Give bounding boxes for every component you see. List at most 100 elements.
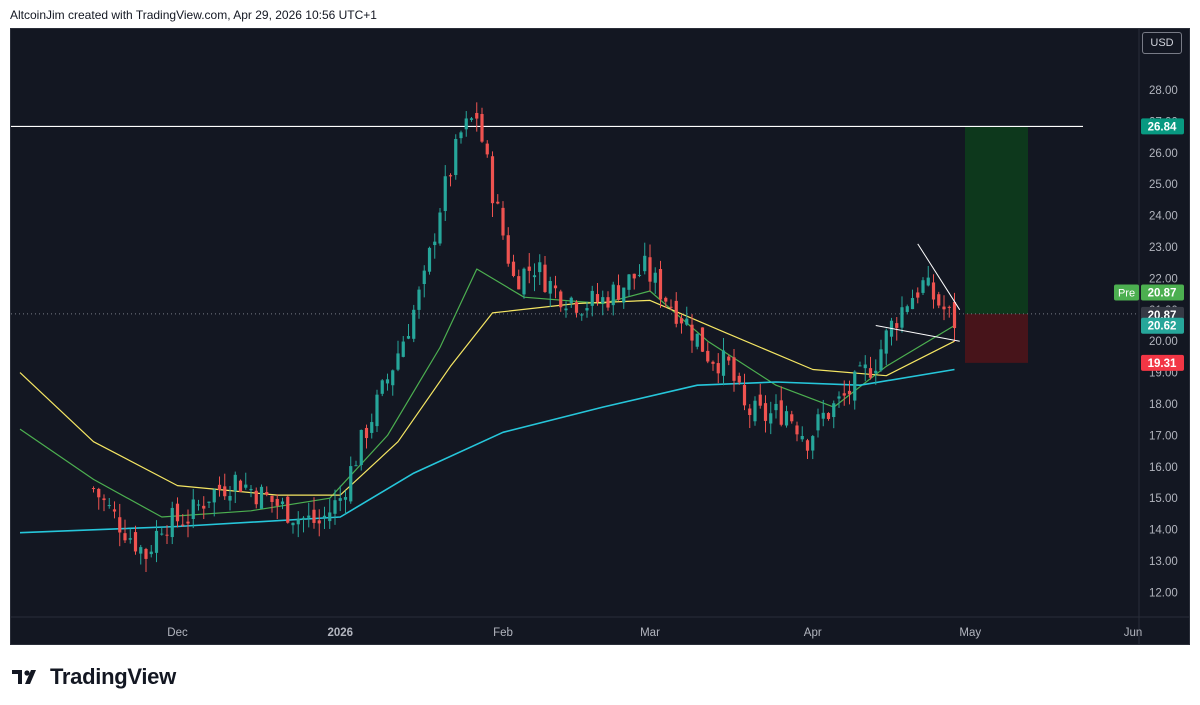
candle-body bbox=[91, 488, 96, 490]
candle-body bbox=[758, 394, 762, 406]
candle-body bbox=[874, 370, 878, 374]
candle-body bbox=[97, 488, 101, 498]
candle-body bbox=[196, 504, 201, 506]
y-tick-label: 24.00 bbox=[1149, 211, 1178, 223]
candle-body bbox=[795, 425, 799, 435]
candle-body bbox=[711, 361, 715, 364]
candle-body bbox=[716, 363, 720, 374]
candle-body bbox=[601, 297, 605, 304]
candle-body bbox=[858, 365, 862, 367]
price-label: 20.87 Pre bbox=[1114, 284, 1184, 301]
candle-body bbox=[847, 390, 852, 395]
candle-body bbox=[553, 285, 558, 289]
candle-body bbox=[538, 262, 542, 273]
currency-button[interactable]: USD bbox=[1142, 32, 1182, 54]
y-tick-label: 15.00 bbox=[1149, 493, 1178, 505]
x-tick-label: Jun bbox=[1124, 627, 1143, 639]
candle-body bbox=[160, 533, 164, 535]
candle-body bbox=[627, 274, 631, 290]
candle-body bbox=[748, 408, 752, 416]
candle-body bbox=[459, 132, 463, 139]
candle-body bbox=[952, 301, 957, 329]
candle-body bbox=[706, 350, 710, 362]
candle-body bbox=[170, 507, 174, 538]
candle-body bbox=[884, 330, 888, 354]
candle-body bbox=[186, 521, 190, 524]
candle-body bbox=[181, 524, 185, 526]
candle-body bbox=[149, 551, 153, 555]
candle-body bbox=[469, 118, 474, 120]
candle-body bbox=[406, 336, 411, 339]
candle-body bbox=[349, 466, 353, 502]
candle-body bbox=[879, 349, 883, 371]
candle-body bbox=[727, 356, 731, 361]
candle-body bbox=[895, 323, 899, 328]
candle-body bbox=[606, 297, 610, 308]
candle-body bbox=[664, 297, 668, 302]
candle-body bbox=[732, 357, 736, 381]
candle-body bbox=[637, 274, 642, 276]
candle-body bbox=[322, 515, 327, 518]
price-label: 20.62 bbox=[1141, 317, 1184, 334]
candle-body bbox=[842, 393, 846, 396]
candle-body bbox=[522, 268, 526, 295]
y-tick-label: 26.00 bbox=[1149, 148, 1178, 160]
candle-body bbox=[947, 306, 951, 308]
candle-body bbox=[165, 534, 169, 536]
candle-body bbox=[191, 499, 195, 520]
candle-body bbox=[238, 480, 243, 492]
candle-body bbox=[511, 261, 516, 276]
candle-body bbox=[653, 272, 657, 283]
chart-pane[interactable]: 12.00 13.00 14.00 15.00 16.00 17.00 18.00 19.00… bbox=[10, 28, 1190, 645]
candle-body bbox=[784, 411, 789, 426]
candle-body bbox=[254, 490, 258, 505]
candle-body bbox=[343, 497, 348, 500]
candle-body bbox=[527, 266, 531, 271]
candle-body bbox=[427, 247, 432, 272]
candle-body bbox=[490, 156, 495, 204]
candle-body bbox=[175, 503, 180, 522]
candle-body bbox=[580, 314, 584, 316]
pennant-upper-line bbox=[917, 243, 961, 311]
candle-body bbox=[354, 465, 358, 467]
candle-body bbox=[286, 496, 290, 523]
candle-body bbox=[433, 241, 437, 246]
candle-body bbox=[317, 520, 321, 524]
candle-body bbox=[595, 294, 600, 303]
y-tick-label: 28.00 bbox=[1149, 85, 1178, 97]
svg-text:19.31: 19.31 bbox=[1148, 358, 1177, 370]
candle-body bbox=[280, 501, 285, 505]
y-tick-label: 23.00 bbox=[1149, 242, 1178, 254]
candle-body bbox=[916, 292, 920, 298]
y-tick-label: 13.00 bbox=[1149, 556, 1178, 568]
candle-body bbox=[370, 422, 374, 433]
candle-body bbox=[569, 297, 573, 303]
candle-body bbox=[506, 235, 510, 264]
candle-body bbox=[454, 138, 458, 176]
candle-body bbox=[832, 403, 836, 418]
candle-body bbox=[396, 353, 400, 370]
candle-body bbox=[763, 403, 768, 421]
candle-body bbox=[448, 175, 453, 177]
candle-body bbox=[937, 294, 941, 306]
candle-body bbox=[228, 495, 232, 501]
candle-body bbox=[616, 285, 621, 300]
candle-body bbox=[837, 396, 841, 399]
candle-body bbox=[674, 300, 678, 324]
candle-body bbox=[564, 308, 568, 311]
chart-attribution: AltcoinJim created with TradingView.com,… bbox=[10, 8, 377, 22]
candle-body bbox=[921, 280, 925, 293]
moving-average-slow-line bbox=[19, 368, 955, 534]
candle-body bbox=[700, 327, 705, 352]
candle-body bbox=[375, 394, 379, 427]
candle-body bbox=[422, 270, 426, 284]
candle-body bbox=[275, 498, 279, 506]
svg-text:Pre: Pre bbox=[1118, 288, 1135, 300]
candle-body bbox=[926, 277, 930, 286]
candle-body bbox=[207, 501, 211, 503]
y-tick-label: 17.00 bbox=[1149, 430, 1178, 442]
candle-body bbox=[648, 257, 652, 282]
stop-zone bbox=[965, 313, 1028, 363]
candle-body bbox=[574, 302, 579, 313]
price-chart[interactable]: 12.0013.0014.0015.0016.0017.0018.0019.00… bbox=[11, 29, 1189, 644]
